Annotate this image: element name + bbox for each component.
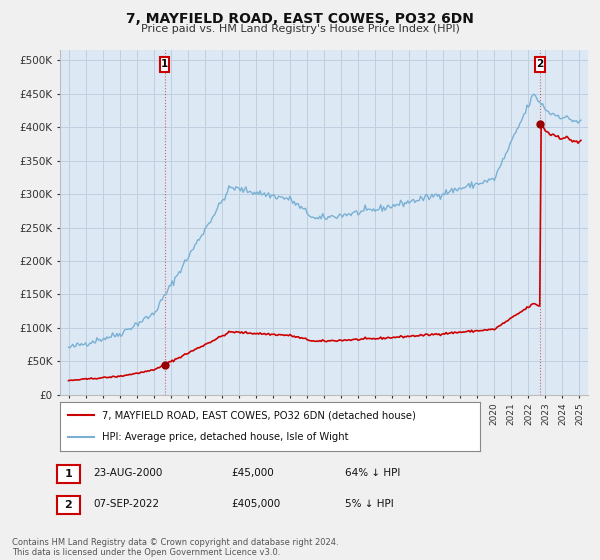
Bar (160, 57, 169, 72)
Text: Price paid vs. HM Land Registry's House Price Index (HPI): Price paid vs. HM Land Registry's House … (140, 24, 460, 34)
Bar (535, 57, 545, 72)
Text: 2: 2 (536, 59, 544, 69)
Text: £45,000: £45,000 (231, 468, 274, 478)
Text: 1: 1 (161, 59, 169, 69)
Text: 2: 2 (65, 500, 72, 510)
Text: 7, MAYFIELD ROAD, EAST COWES, PO32 6DN: 7, MAYFIELD ROAD, EAST COWES, PO32 6DN (126, 12, 474, 26)
Text: HPI: Average price, detached house, Isle of Wight: HPI: Average price, detached house, Isle… (102, 432, 349, 442)
Text: Contains HM Land Registry data © Crown copyright and database right 2024.
This d: Contains HM Land Registry data © Crown c… (12, 538, 338, 557)
Text: 5% ↓ HPI: 5% ↓ HPI (345, 499, 394, 509)
Text: 23-AUG-2000: 23-AUG-2000 (93, 468, 163, 478)
Text: 07-SEP-2022: 07-SEP-2022 (93, 499, 159, 509)
Text: 1: 1 (65, 469, 72, 479)
Text: 7, MAYFIELD ROAD, EAST COWES, PO32 6DN (detached house): 7, MAYFIELD ROAD, EAST COWES, PO32 6DN (… (102, 410, 416, 421)
Text: 64% ↓ HPI: 64% ↓ HPI (345, 468, 400, 478)
Text: £405,000: £405,000 (231, 499, 280, 509)
